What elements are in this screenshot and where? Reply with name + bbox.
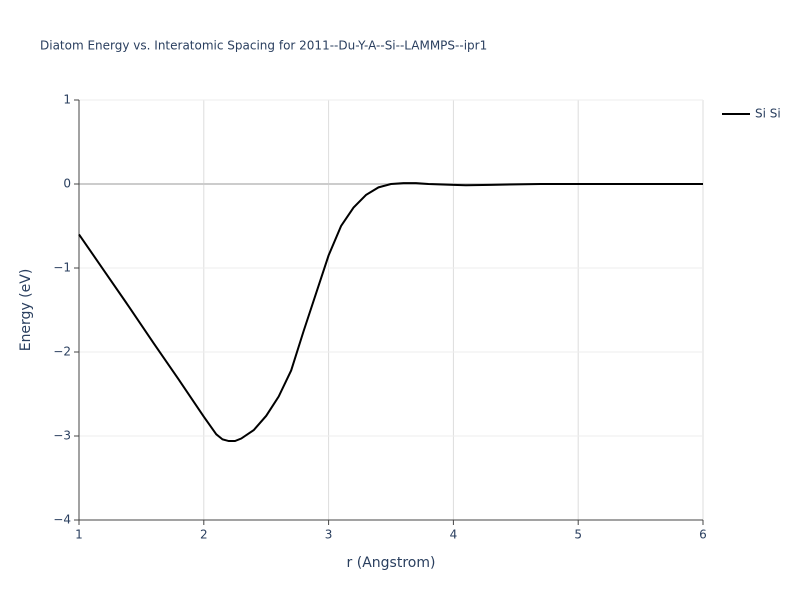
y-tick-label: −3 [53, 429, 71, 443]
y-axis-title: Energy (eV) [18, 269, 34, 352]
x-tick-label: 2 [200, 528, 208, 542]
x-tick-label: 6 [699, 528, 707, 542]
x-tick-label: 1 [75, 528, 83, 542]
y-tick-label: 1 [63, 93, 71, 107]
y-tick-label: 0 [63, 177, 71, 191]
x-tick-label: 3 [325, 528, 333, 542]
chart-title: Diatom Energy vs. Interatomic Spacing fo… [40, 39, 487, 53]
legend-label: Si Si [755, 107, 781, 121]
y-tick-label: −2 [53, 345, 71, 359]
x-axis-title: r (Angstrom) [347, 555, 436, 571]
data-line [78, 182, 703, 443]
x-tick-label: 5 [574, 528, 582, 542]
y-tick-label: −1 [53, 261, 71, 275]
y-tick-label: −4 [53, 513, 71, 527]
x-tick-label: 4 [450, 528, 458, 542]
